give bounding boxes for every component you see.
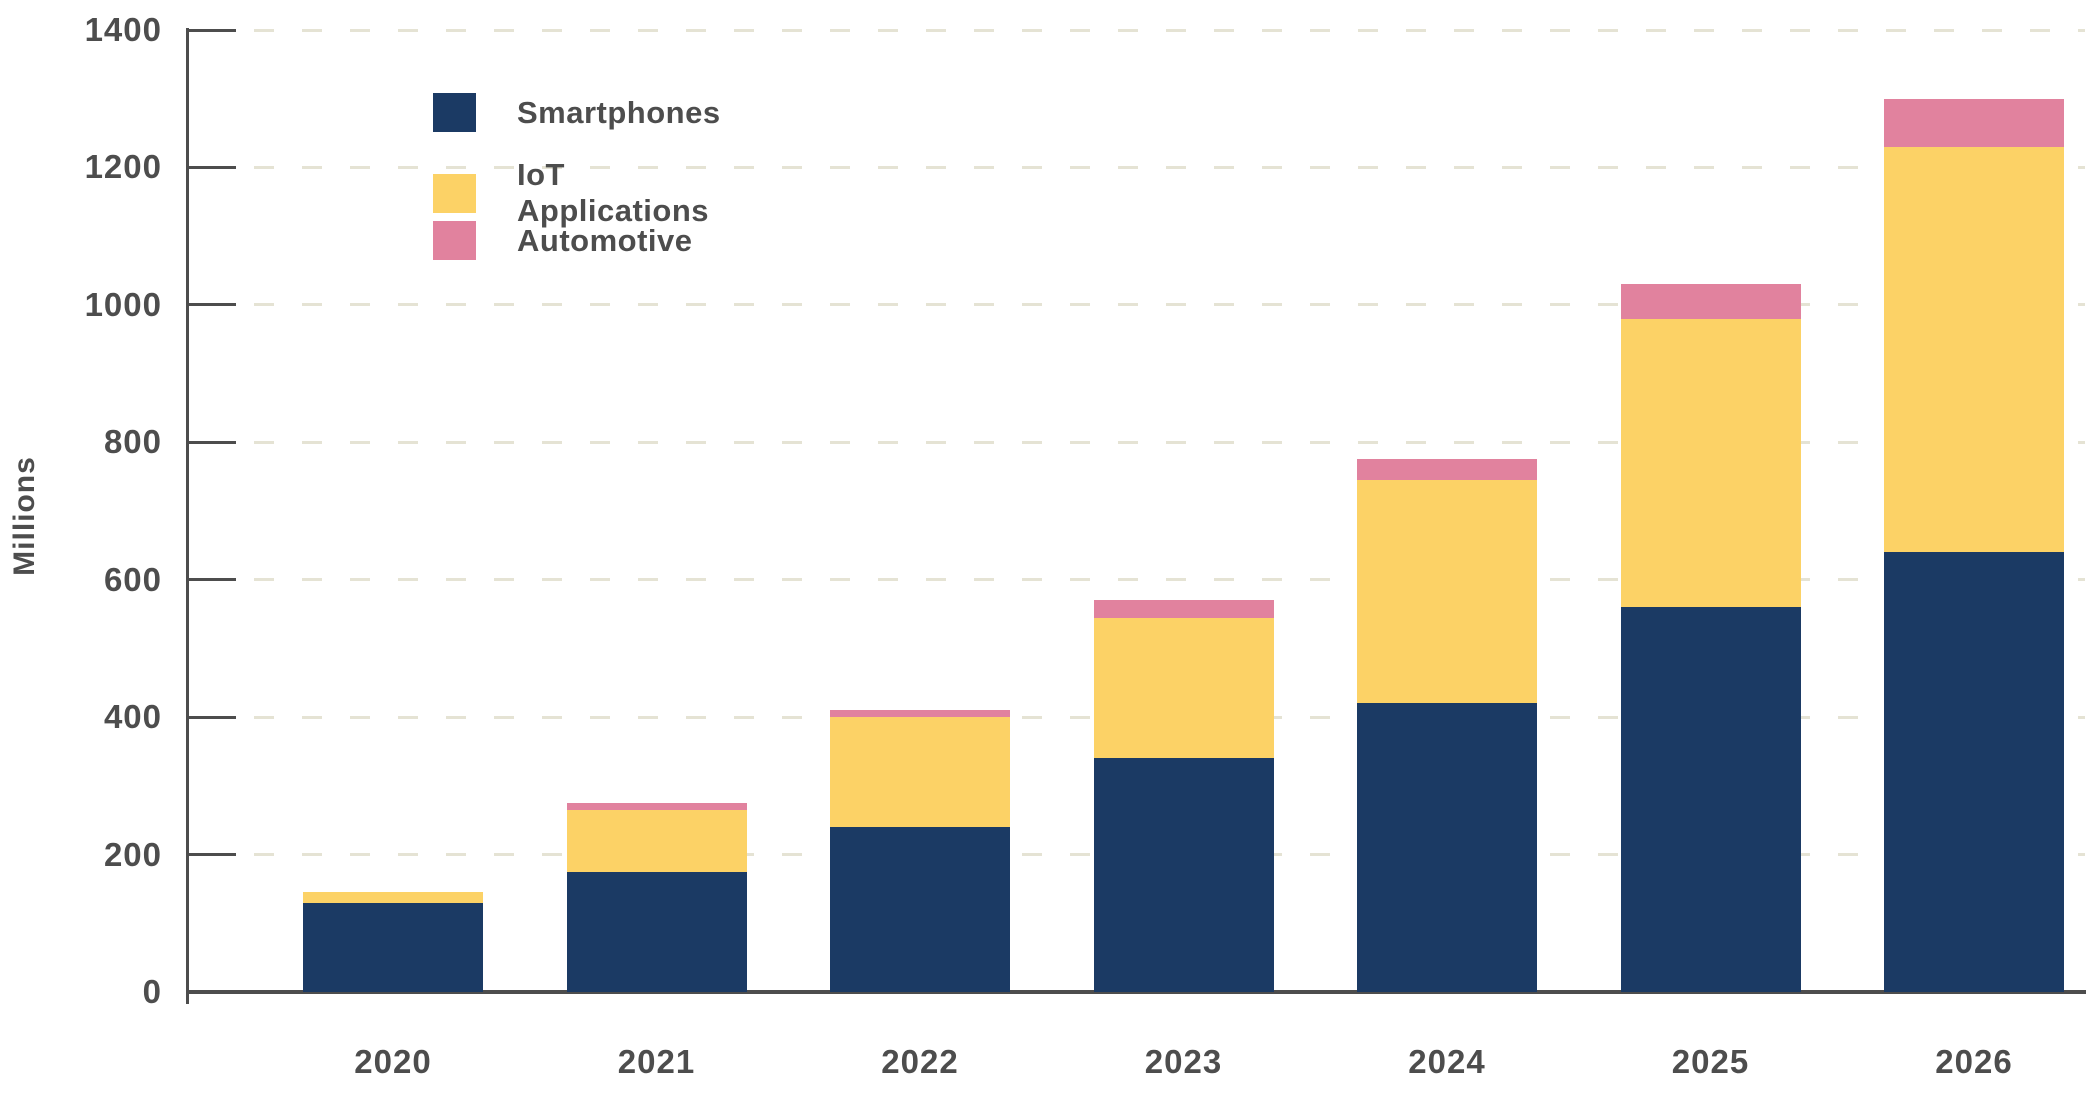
bar-segment-2021-smartphones: [566, 871, 747, 992]
legend-label: IoT Applications: [517, 157, 710, 228]
x-tick-label-2022: 2022: [881, 1043, 959, 1080]
legend-swatch-smartphones: [433, 93, 476, 132]
gridline-1000: [254, 303, 2085, 307]
bar-segment-2022-automotive: [830, 710, 1010, 718]
bar-segment-2025-iot-applications: [1620, 318, 1801, 608]
gridline-1200: [254, 165, 2085, 169]
legend-swatch-automotive: [433, 221, 476, 260]
y-tick-label-1200: 1200: [84, 148, 162, 186]
legend-item-automotive: Automotive: [433, 221, 693, 260]
y-tick-mark-1200: [188, 165, 236, 169]
gridline-1400: [254, 28, 2085, 32]
bar-segment-2024-smartphones: [1357, 703, 1537, 992]
x-tick-label-2023: 2023: [1144, 1043, 1223, 1080]
gridline-600: [254, 578, 2085, 582]
bar-segment-2023-iot-applications: [1093, 617, 1274, 759]
y-axis-line: [186, 28, 189, 1004]
bar-segment-2020-smartphones: [303, 902, 483, 992]
y-tick-label-200: 200: [103, 835, 162, 873]
x-tick-label-2025: 2025: [1671, 1043, 1750, 1080]
bar-segment-2021-automotive: [566, 803, 747, 810]
bar-segment-2025-automotive: [1620, 284, 1801, 319]
x-tick-label-2020: 2020: [354, 1043, 432, 1080]
gridline-800: [254, 440, 2085, 444]
y-tick-mark-800: [188, 440, 236, 444]
bar-segment-2020-iot-applications: [303, 892, 483, 903]
bar-segment-2026-smartphones: [1884, 552, 2064, 992]
legend-item-iot-applications: IoT Applications: [433, 157, 709, 229]
bar-segment-2023-automotive: [1093, 600, 1274, 618]
y-tick-mark-400: [188, 715, 236, 719]
bar-segment-2024-iot-applications: [1357, 480, 1537, 704]
y-tick-label-1400: 1400: [84, 11, 162, 48]
y-tick-label-800: 800: [103, 423, 162, 461]
bar-segment-2024-automotive: [1357, 459, 1537, 481]
y-tick-mark-600: [188, 578, 236, 582]
bar-segment-2022-iot-applications: [830, 717, 1010, 828]
legend-swatch-iot-applications: [433, 173, 476, 213]
y-tick-label-600: 600: [103, 560, 162, 598]
x-tick-label-2024: 2024: [1408, 1043, 1486, 1080]
bar-segment-2023-smartphones: [1093, 758, 1274, 992]
y-tick-mark-200: [188, 853, 236, 857]
y-tick-label-1000: 1000: [84, 285, 162, 323]
bar-segment-2025-smartphones: [1620, 607, 1801, 992]
legend-item-smartphones: Smartphones: [433, 93, 721, 132]
x-tick-label-2026: 2026: [1935, 1043, 2013, 1080]
bar-segment-2026-automotive: [1884, 98, 2064, 147]
y-tick-label-400: 400: [103, 698, 162, 736]
y-tick-mark-1000: [188, 303, 236, 307]
y-tick-label-0: 0: [142, 973, 162, 1010]
legend-label: Automotive: [517, 222, 693, 258]
y-tick-mark-1400: [188, 28, 236, 32]
bar-segment-2022-smartphones: [830, 827, 1010, 992]
x-axis-line: [186, 990, 2086, 994]
bar-segment-2026-iot-applications: [1884, 146, 2064, 553]
legend-label: Smartphones: [517, 94, 721, 130]
bar-segment-2021-iot-applications: [566, 809, 747, 872]
x-tick-label-2021: 2021: [617, 1043, 696, 1080]
